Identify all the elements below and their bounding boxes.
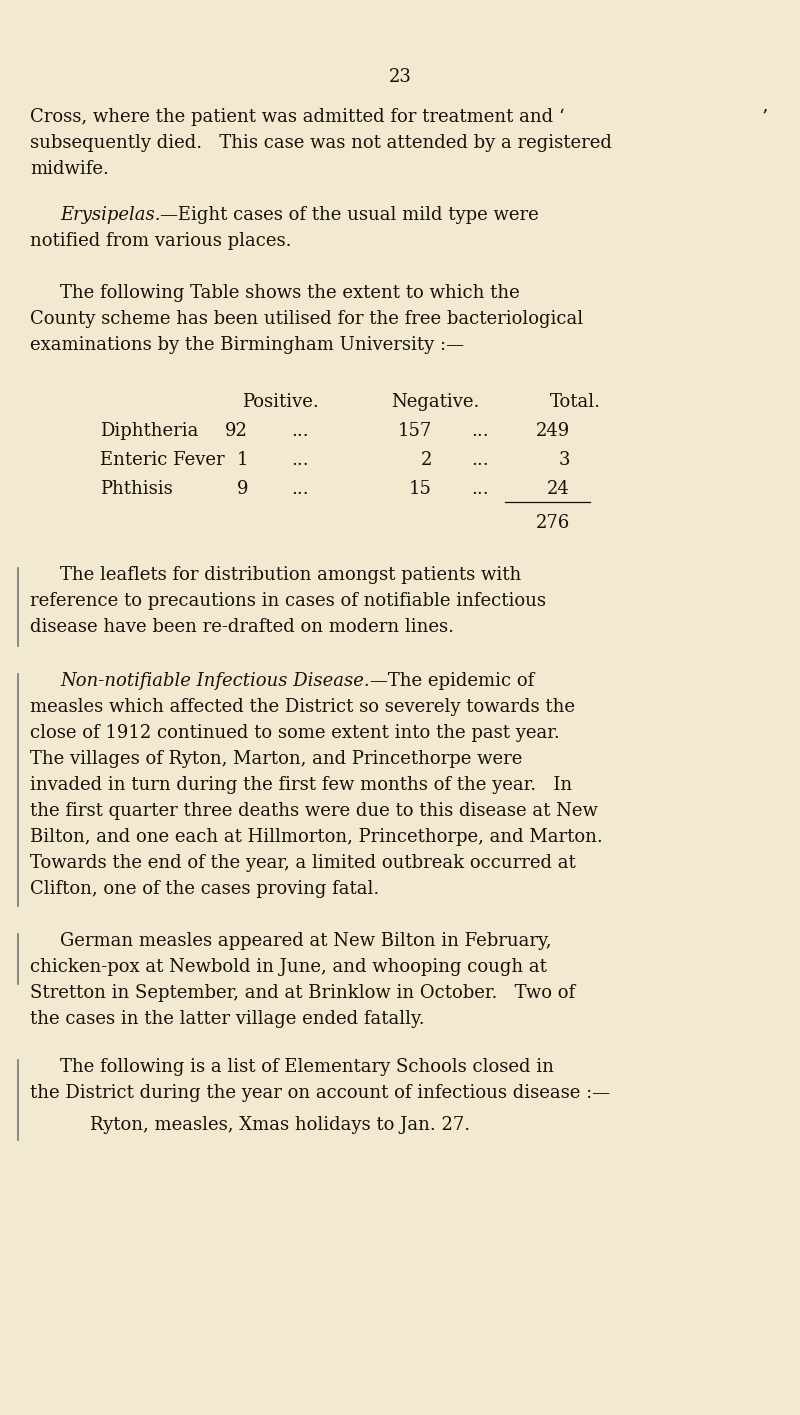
Text: 249: 249: [536, 422, 570, 440]
Text: 2: 2: [421, 451, 432, 468]
Text: measles which affected the District so severely towards the: measles which affected the District so s…: [30, 698, 575, 716]
Text: The following Table shows the extent to which the: The following Table shows the extent to …: [60, 284, 520, 301]
Text: The following is a list of Elementary Schools closed in: The following is a list of Elementary Sc…: [60, 1058, 554, 1075]
Text: Stretton in September, and at Brinklow in October.   Two of: Stretton in September, and at Brinklow i…: [30, 983, 575, 1002]
Text: ...: ...: [471, 480, 489, 498]
Text: Towards the end of the year, a limited outbreak occurred at: Towards the end of the year, a limited o…: [30, 855, 576, 872]
Text: —Eight cases of the usual mild type were: —Eight cases of the usual mild type were: [161, 207, 539, 224]
Text: Erysipelas.: Erysipelas.: [60, 207, 161, 224]
Text: ...: ...: [471, 422, 489, 440]
Text: ...: ...: [291, 451, 309, 468]
Text: invaded in turn during the first few months of the year.   In: invaded in turn during the first few mon…: [30, 775, 572, 794]
Text: 276: 276: [536, 514, 570, 532]
Text: ’: ’: [762, 108, 768, 126]
Text: 15: 15: [409, 480, 432, 498]
Text: Diphtheria: Diphtheria: [100, 422, 198, 440]
Text: 3: 3: [558, 451, 570, 468]
Text: The leaflets for distribution amongst patients with: The leaflets for distribution amongst pa…: [60, 566, 522, 584]
Text: German measles appeared at New Bilton in February,: German measles appeared at New Bilton in…: [60, 932, 551, 949]
Text: reference to precautions in cases of notifiable infectious: reference to precautions in cases of not…: [30, 591, 546, 610]
Text: Ryton, measles, Xmas holidays to Jan. 27.: Ryton, measles, Xmas holidays to Jan. 27…: [90, 1116, 470, 1133]
Text: ...: ...: [471, 451, 489, 468]
Text: Clifton, one of the cases proving fatal.: Clifton, one of the cases proving fatal.: [30, 880, 379, 899]
Text: 92: 92: [225, 422, 248, 440]
Text: the District during the year on account of infectious disease :—: the District during the year on account …: [30, 1084, 610, 1102]
Text: Negative.: Negative.: [391, 393, 479, 410]
Text: subsequently died.   This case was not attended by a registered: subsequently died. This case was not att…: [30, 134, 612, 151]
Text: Total.: Total.: [550, 393, 601, 410]
Text: the first quarter three deaths were due to this disease at New: the first quarter three deaths were due …: [30, 802, 598, 821]
Text: examinations by the Birmingham University :—: examinations by the Birmingham Universit…: [30, 335, 464, 354]
Text: 24: 24: [547, 480, 570, 498]
Text: ...: ...: [291, 480, 309, 498]
Text: —The epidemic of: —The epidemic of: [370, 672, 534, 691]
Text: notified from various places.: notified from various places.: [30, 232, 291, 250]
Text: Phthisis: Phthisis: [100, 480, 173, 498]
Text: Bilton, and one each at Hillmorton, Princethorpe, and Marton.: Bilton, and one each at Hillmorton, Prin…: [30, 828, 602, 846]
Text: Enteric Fever: Enteric Fever: [100, 451, 225, 468]
Text: 9: 9: [237, 480, 248, 498]
Text: Positive.: Positive.: [242, 393, 318, 410]
Text: chicken-pox at Newbold in June, and whooping cough at: chicken-pox at Newbold in June, and whoo…: [30, 958, 547, 976]
Text: 157: 157: [398, 422, 432, 440]
Text: Cross, where the patient was admitted for treatment and ‘: Cross, where the patient was admitted fo…: [30, 108, 565, 126]
Text: ...: ...: [291, 422, 309, 440]
Text: midwife.: midwife.: [30, 160, 109, 178]
Text: disease have been re-drafted on modern lines.: disease have been re-drafted on modern l…: [30, 618, 454, 635]
Text: 1: 1: [237, 451, 248, 468]
Text: the cases in the latter village ended fatally.: the cases in the latter village ended fa…: [30, 1010, 425, 1029]
Text: County scheme has been utilised for the free bacteriological: County scheme has been utilised for the …: [30, 310, 583, 328]
Text: close of 1912 continued to some extent into the past year.: close of 1912 continued to some extent i…: [30, 724, 560, 741]
Text: 23: 23: [389, 68, 411, 86]
Text: Non-notifiable Infectious Disease.: Non-notifiable Infectious Disease.: [60, 672, 370, 691]
Text: The villages of Ryton, Marton, and Princethorpe were: The villages of Ryton, Marton, and Princ…: [30, 750, 522, 768]
